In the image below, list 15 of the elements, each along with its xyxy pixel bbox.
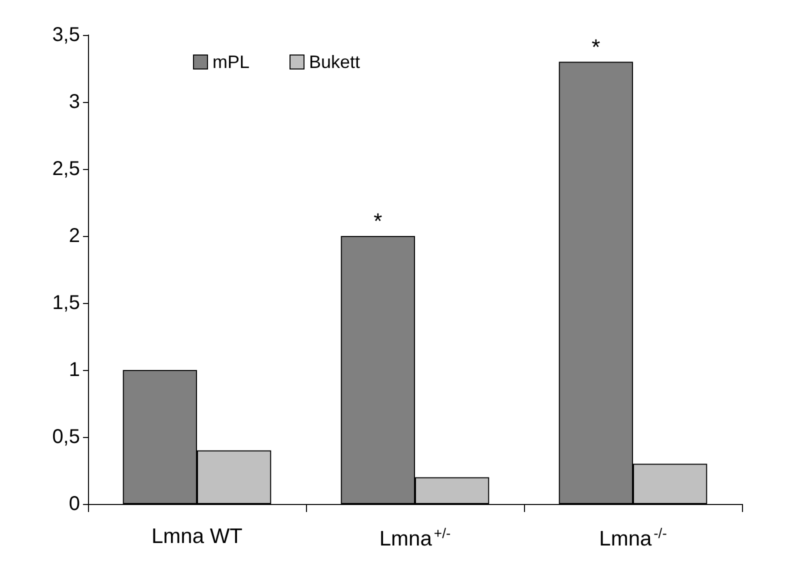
legend-label: mPL	[212, 52, 250, 72]
y-tick-label: 2,5	[52, 158, 80, 180]
y-tick-label: 2	[68, 225, 80, 247]
x-tick-label: Lmna-/-	[599, 525, 668, 550]
y-tick-label: 3	[68, 91, 80, 113]
y-tick-label: 1,5	[52, 292, 80, 314]
y-tick-label: 3,5	[52, 24, 80, 46]
y-tick-label: 0,5	[52, 426, 80, 448]
y-tick-label: 1	[68, 359, 80, 381]
annotation: *	[592, 34, 601, 60]
legend-label: Bukett	[309, 52, 360, 72]
x-tick-label: Lmna+/-	[379, 525, 451, 550]
x-tick-label: Lmna WT	[151, 525, 243, 548]
y-tick-label: 0	[68, 493, 80, 515]
annotation: *	[374, 208, 383, 234]
